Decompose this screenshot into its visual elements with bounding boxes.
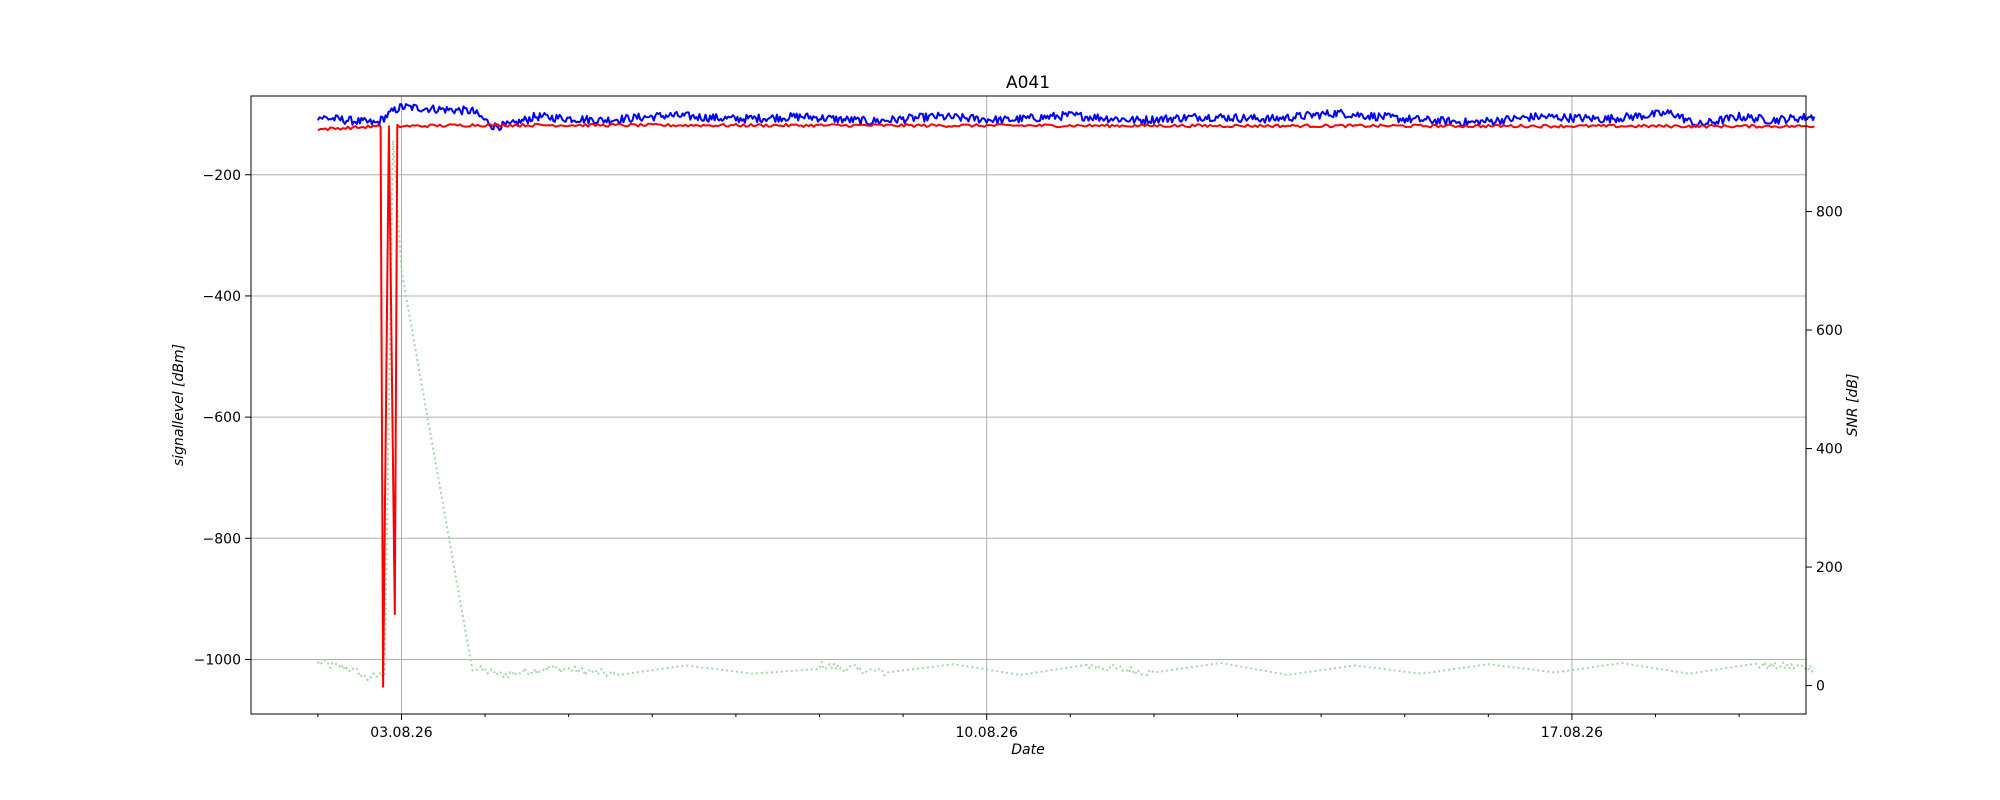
y2-tick-label: 200 [1816, 560, 1843, 576]
plot-background [251, 96, 1806, 714]
y-tick-label: −1000 [194, 652, 241, 668]
series-blue-line [317, 103, 1816, 132]
y-tick-label: −200 [203, 168, 241, 184]
y-tick-label: −600 [203, 410, 241, 426]
y-axis-right: 0 200 400 600 800 [1806, 205, 1843, 695]
y-tick-label: −400 [203, 289, 241, 305]
x-axis-title: Date [1011, 742, 1044, 758]
y2-tick-label: 400 [1816, 442, 1843, 458]
series-layer [317, 103, 1816, 688]
y-axis-left: −200 −400 −600 −800 −1000 [194, 168, 251, 668]
y2-tick-label: 600 [1816, 323, 1843, 339]
y2-tick-label: 0 [1816, 679, 1825, 695]
series-green-dotted-line [317, 139, 1816, 682]
grid [251, 96, 1806, 714]
y2-tick-label: 800 [1816, 205, 1843, 221]
x-tick-label: 03.08.26 [370, 725, 432, 741]
chart-title: A041 [1006, 73, 1050, 93]
plot-frame [250, 95, 1807, 715]
x-tick-label: 10.08.26 [956, 725, 1018, 741]
y-axis-title: signallevel [dBm] [171, 344, 187, 466]
series-red-line [317, 122, 1815, 688]
x-tick-label: 17.08.26 [1541, 725, 1603, 741]
y2-axis-title: SNR [dB] [1845, 374, 1861, 437]
x-axis: 03.08.26 10.08.26 17.08.26 [317, 714, 1740, 741]
y-tick-label: −800 [203, 531, 241, 547]
